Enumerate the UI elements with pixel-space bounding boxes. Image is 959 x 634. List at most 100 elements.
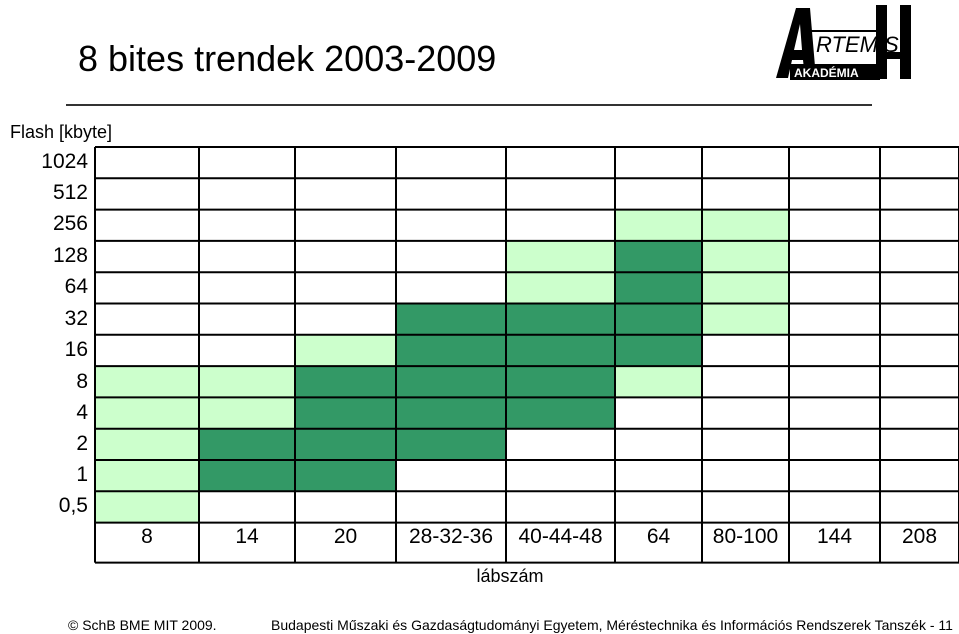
heatmap-cell-0,5-8 xyxy=(94,490,200,524)
heatmap-cell-1-8 xyxy=(94,459,200,492)
heatmap-cell-256-64 xyxy=(614,209,703,242)
heatmap-cell-256-80-100 xyxy=(701,209,790,242)
heatmap-cell-2-80-100 xyxy=(701,428,790,461)
heatmap-cell-512-14 xyxy=(198,177,296,211)
heatmap-cell-1-40-44-48 xyxy=(505,459,616,492)
heatmap-cell-0,5-28-32-36 xyxy=(395,490,507,524)
heatmap-cell-512-208 xyxy=(879,177,959,211)
heatmap-cell-2-40-44-48 xyxy=(505,428,616,461)
heatmap-cell-128-28-32-36 xyxy=(395,240,507,273)
y-tick-label: 8 xyxy=(76,370,88,393)
heatmap-cell-512-40-44-48 xyxy=(505,177,616,211)
heatmap-cell-4-40-44-48 xyxy=(505,396,616,430)
heatmap-cell-4-20 xyxy=(294,396,397,430)
heatmap-cell-1-80-100 xyxy=(701,459,790,492)
x-tick-label: 14 xyxy=(235,525,259,548)
heatmap-cell-4-80-100 xyxy=(701,396,790,430)
logo-sub-text: AKADÉMIA xyxy=(794,65,859,80)
heatmap-cell-512-144 xyxy=(788,177,881,211)
heatmap-cell-0,5-208 xyxy=(879,490,959,524)
y-tick-label: 128 xyxy=(52,244,88,267)
heatmap-cell-2-20 xyxy=(294,428,397,461)
heatmap-cell-32-80-100 xyxy=(701,303,790,336)
heatmap-cell-64-8 xyxy=(94,271,200,305)
heatmap-cell-2-64 xyxy=(614,428,703,461)
heatmap-cell-128-40-44-48 xyxy=(505,240,616,273)
heatmap-cell-4-208 xyxy=(879,396,959,430)
heatmap-cell-32-14 xyxy=(198,303,296,336)
x-tick-label: 64 xyxy=(646,525,671,548)
heatmap-cell-2-208 xyxy=(879,428,959,461)
footer-institution: Budapesti Műszaki és Gazdaságtudományi E… xyxy=(271,617,953,633)
heatmap-cell-32-144 xyxy=(788,303,881,336)
x-tick-label: 208 xyxy=(901,525,938,548)
heatmap-cell-1024-64 xyxy=(614,146,703,179)
heatmap-cell-8-28-32-36 xyxy=(395,365,507,398)
logo-main-text: RTEMIS xyxy=(816,32,899,57)
heatmap-cell-1024-80-100 xyxy=(701,146,790,179)
copyright-icon: © xyxy=(68,617,79,633)
heatmap-cell-1-144 xyxy=(788,459,881,492)
heatmap-cell-0,5-64 xyxy=(614,490,703,524)
heatmap-cell-32-8 xyxy=(94,303,200,336)
heatmap-cell-256-14 xyxy=(198,209,296,242)
heatmap-cell-1024-208 xyxy=(879,146,959,179)
heatmap-cell-4-64 xyxy=(614,396,703,430)
heatmap-cell-1024-144 xyxy=(788,146,881,179)
heatmap-cell-2-8 xyxy=(94,428,200,461)
heatmap-cell-1-208 xyxy=(879,459,959,492)
y-tick-label: 4 xyxy=(76,401,88,424)
heatmap-cell-8-80-100 xyxy=(701,365,790,398)
heatmap-cell-16-8 xyxy=(94,334,200,367)
heatmap-cell-256-40-44-48 xyxy=(505,209,616,242)
x-tick-label: 144 xyxy=(816,525,853,548)
heatmap-cell-256-208 xyxy=(879,209,959,242)
heatmap-cell-128-80-100 xyxy=(701,240,790,273)
footer-copyright: © SchB BME MIT 2009. xyxy=(68,617,217,633)
heatmap-cell-256-28-32-36 xyxy=(395,209,507,242)
y-tick-label: 256 xyxy=(52,212,88,235)
heatmap-cell-128-20 xyxy=(294,240,397,273)
heatmap-cell-32-64 xyxy=(614,303,703,336)
y-tick-label: 64 xyxy=(64,275,88,298)
heatmap-cell-128-14 xyxy=(198,240,296,273)
heatmap-cell-8-8 xyxy=(94,365,200,398)
heatmap-cell-0,5-14 xyxy=(198,490,296,524)
heatmap-cell-64-40-44-48 xyxy=(505,271,616,305)
heatmap-cell-1-14 xyxy=(198,459,296,492)
heatmap-cell-16-14 xyxy=(198,334,296,367)
heatmap-cell-64-144 xyxy=(788,271,881,305)
heatmap-cell-16-144 xyxy=(788,334,881,367)
x-tick-label: 28-32-36 xyxy=(408,525,494,548)
heatmap-cell-4-14 xyxy=(198,396,296,430)
y-tick-label: 0,5 xyxy=(58,494,88,517)
heatmap-cell-512-20 xyxy=(294,177,397,211)
heatmap-cell-64-20 xyxy=(294,271,397,305)
heatmap-cell-32-28-32-36 xyxy=(395,303,507,336)
heatmap-cell-1024-14 xyxy=(198,146,296,179)
heatmap-cell-64-208 xyxy=(879,271,959,305)
heatmap-cell-128-64 xyxy=(614,240,703,273)
heatmap-cell-256-20 xyxy=(294,209,397,242)
heatmap-cell-32-20 xyxy=(294,303,397,336)
heatmap-cell-16-40-44-48 xyxy=(505,334,616,367)
heatmap-cell-0,5-20 xyxy=(294,490,397,524)
title-divider xyxy=(66,104,872,106)
heatmap-cell-1-20 xyxy=(294,459,397,492)
heatmap-cell-256-144 xyxy=(788,209,881,242)
page-title: 8 bites trendek 2003-2009 xyxy=(78,38,497,79)
heatmap-cell-8-208 xyxy=(879,365,959,398)
heatmap-cell-16-80-100 xyxy=(701,334,790,367)
heatmap-cell-128-8 xyxy=(94,240,200,273)
artemis-akademia-logo: RTEMIS AKADÉMIA xyxy=(776,5,911,80)
heatmap-cell-4-28-32-36 xyxy=(395,396,507,430)
heatmap-cell-1024-20 xyxy=(294,146,397,179)
heatmap-cell-512-64 xyxy=(614,177,703,211)
y-tick-label: 1024 xyxy=(41,150,88,173)
heatmap-cell-32-208 xyxy=(879,303,959,336)
heatmap-cell-0,5-144 xyxy=(788,490,881,524)
heatmap-cell-16-208 xyxy=(879,334,959,367)
heatmap-cell-8-40-44-48 xyxy=(505,365,616,398)
y-tick-label: 2 xyxy=(76,432,88,455)
